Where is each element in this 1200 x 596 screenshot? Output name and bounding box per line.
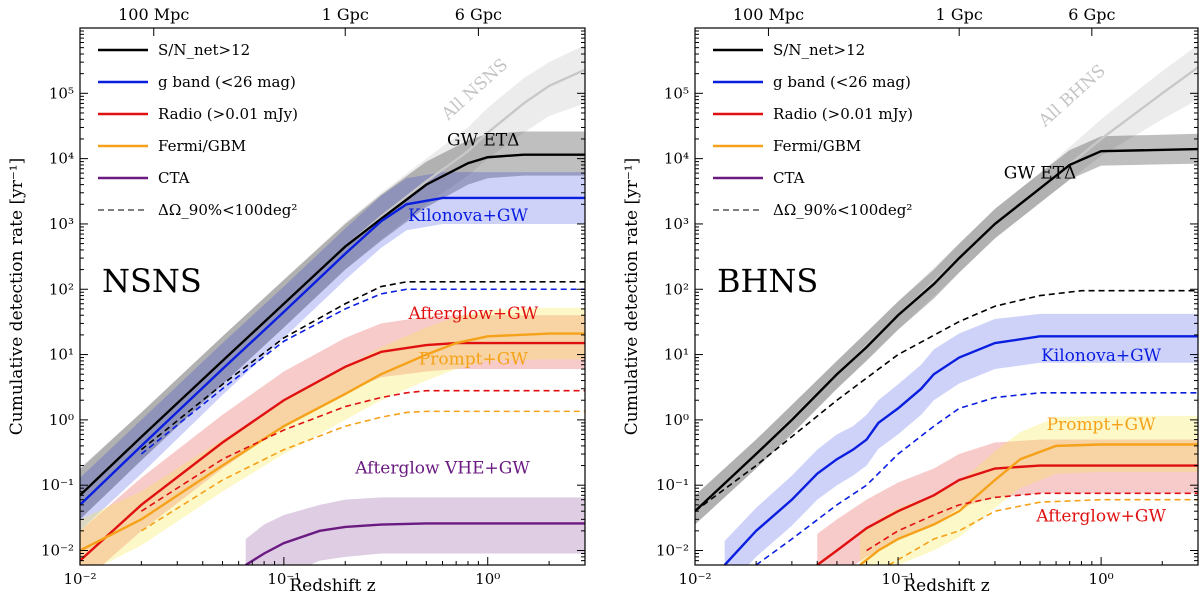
y-tick-label: 10⁵ bbox=[49, 84, 74, 102]
panel-bhns: All BHNS GW ETΔ Kilonova+GW Prompt+GW Afterg… bbox=[622, 5, 1199, 596]
y-tick-label: 10⁴ bbox=[49, 150, 74, 168]
legend-label-g-band-26-mag: g band (<26 mag) bbox=[158, 73, 296, 91]
legend-label-s-n-net-12: S/N_net>12 bbox=[158, 41, 250, 59]
band-radio-0-01-mjy bbox=[80, 315, 585, 565]
band-all-nsns bbox=[80, 44, 585, 520]
series-line-90-100deg-radio bbox=[140, 389, 585, 512]
y-tick-label: 10⁻¹ bbox=[41, 476, 74, 494]
legend-label-90-100deg: ΔΩ_90%<100deg² bbox=[773, 201, 912, 219]
annotation-kilonova-gw: Kilonova+GW bbox=[408, 206, 529, 226]
legend-label-radio-0-01-mjy: Radio (>0.01 mJy) bbox=[158, 105, 298, 123]
annotation-afterglow-vhe-gw: Afterglow VHE+GW bbox=[354, 459, 530, 479]
y-tick-label: 10⁵ bbox=[664, 84, 689, 102]
series-line-90-100deg-g-band bbox=[755, 391, 1198, 565]
y-tick-label: 10⁰ bbox=[49, 411, 74, 429]
top-axis-label: 100 Mpc bbox=[118, 5, 189, 24]
legend-label-90-100deg: ΔΩ_90%<100deg² bbox=[158, 201, 297, 219]
series-line-90-100deg-fermi-gbm bbox=[888, 498, 1198, 565]
band-s-n-net-12 bbox=[80, 131, 585, 520]
series-line-90-100deg-s-n bbox=[140, 281, 585, 451]
legend-label-s-n-net-12: S/N_net>12 bbox=[773, 41, 865, 59]
y-tick-label: 10⁻² bbox=[41, 542, 74, 560]
legend-label-fermi-gbm: Fermi/GBM bbox=[158, 137, 246, 155]
series-line-fermi-gbm bbox=[859, 443, 1198, 565]
x-tick-label: 10⁰ bbox=[1089, 570, 1114, 588]
legend-label-cta: CTA bbox=[158, 169, 190, 187]
y-tick-label: 10⁴ bbox=[664, 150, 689, 168]
top-axis-label: 100 Mpc bbox=[733, 5, 804, 24]
annotation-kilonova-gw: Kilonova+GW bbox=[1041, 346, 1162, 366]
plot-area-bhns: All BHNS GW ETΔ Kilonova+GW Prompt+GW Afterg… bbox=[695, 44, 1198, 565]
y-tick-label: 10² bbox=[49, 280, 74, 298]
annotation-prompt-gw: Prompt+GW bbox=[1047, 415, 1156, 435]
top-axis-label: 1 Gpc bbox=[936, 5, 983, 24]
panel-name-nsns: NSNS bbox=[102, 262, 202, 300]
annotation-afterglow-gw: Afterglow+GW bbox=[1035, 506, 1166, 526]
legend-label-radio-0-01-mjy: Radio (>0.01 mJy) bbox=[773, 105, 913, 123]
plot-frame-nsns bbox=[79, 27, 586, 566]
panel-name-bhns: BHNS bbox=[717, 262, 818, 300]
annotation-afterglow-gw: Afterglow+GW bbox=[407, 304, 538, 324]
y-axis-label: Cumulative detection rate [yr⁻¹] bbox=[7, 158, 27, 436]
band-radio-0-01-mjy bbox=[817, 439, 1198, 565]
annotation-gw-et: GW ETΔ bbox=[447, 130, 519, 150]
legend-bhns: S/N_net>12g band (<26 mag) Radio (>0.01 m… bbox=[713, 41, 913, 219]
x-tick-label: 10⁻² bbox=[678, 570, 711, 588]
series-line-90-100deg-fermi-gbm bbox=[140, 410, 585, 532]
top-axis-label: 1 Gpc bbox=[322, 5, 369, 24]
x-tick-label: 10⁰ bbox=[475, 570, 500, 588]
x-axis-label: Redshift z bbox=[903, 576, 989, 596]
band-g-band-26-mag bbox=[724, 313, 1198, 565]
y-tick-label: 10² bbox=[664, 280, 689, 298]
band-cta bbox=[245, 497, 585, 565]
x-tick-label: 10⁻¹ bbox=[267, 570, 300, 588]
band-fermi-gbm bbox=[860, 415, 1198, 565]
y-tick-label: 10⁻¹ bbox=[656, 476, 689, 494]
series-line-90-100deg-g-band bbox=[140, 288, 585, 455]
top-axis-label: 6 Gpc bbox=[455, 5, 502, 24]
annotation-prompt-gw: Prompt+GW bbox=[419, 350, 528, 370]
y-tick-label: 10⁰ bbox=[664, 411, 689, 429]
plot-frame-bhns bbox=[694, 27, 1199, 566]
series-line-s-n-net-12 bbox=[695, 147, 1198, 513]
y-tick-label: 10³ bbox=[49, 215, 74, 233]
top-axis-label: 6 Gpc bbox=[1068, 5, 1115, 24]
annotation-all-bhns: All BHNS bbox=[1034, 61, 1109, 132]
y-tick-label: 10⁻² bbox=[656, 542, 689, 560]
legend-nsns: S/N_net>12g band (<26 mag) Radio (>0.01 m… bbox=[98, 41, 298, 219]
series-line-g-band-26-mag bbox=[80, 196, 585, 506]
legend-label-fermi-gbm: Fermi/GBM bbox=[773, 137, 861, 155]
legend-label-g-band-26-mag: g band (<26 mag) bbox=[773, 73, 911, 91]
y-tick-label: 10¹ bbox=[49, 346, 74, 364]
series-line-90-100deg-radio bbox=[866, 492, 1198, 552]
y-tick-label: 10³ bbox=[664, 215, 689, 233]
series-line-radio-0-01-mjy bbox=[816, 464, 1198, 565]
band-fermi-gbm bbox=[80, 307, 585, 565]
series-line-fermi-gbm bbox=[80, 332, 585, 552]
series-line-cta bbox=[245, 522, 585, 565]
band-g-band-26-mag bbox=[80, 172, 585, 531]
series-line-90-100deg-s-n bbox=[695, 289, 1198, 512]
annotation-gw-et: GW ETΔ bbox=[1004, 163, 1076, 183]
y-tick-label: 10¹ bbox=[664, 346, 689, 364]
x-tick-label: 10⁻¹ bbox=[882, 570, 915, 588]
x-axis-label: Redshift z bbox=[289, 576, 375, 596]
y-axis-label: Cumulative detection rate [yr⁻¹] bbox=[622, 158, 642, 436]
series-line-s-n-net-12 bbox=[80, 153, 585, 497]
legend-label-cta: CTA bbox=[773, 169, 805, 187]
series-line-g-band-26-mag bbox=[723, 335, 1198, 565]
series-line-radio-0-01-mjy bbox=[80, 341, 585, 562]
x-tick-label: 10⁻² bbox=[63, 570, 96, 588]
